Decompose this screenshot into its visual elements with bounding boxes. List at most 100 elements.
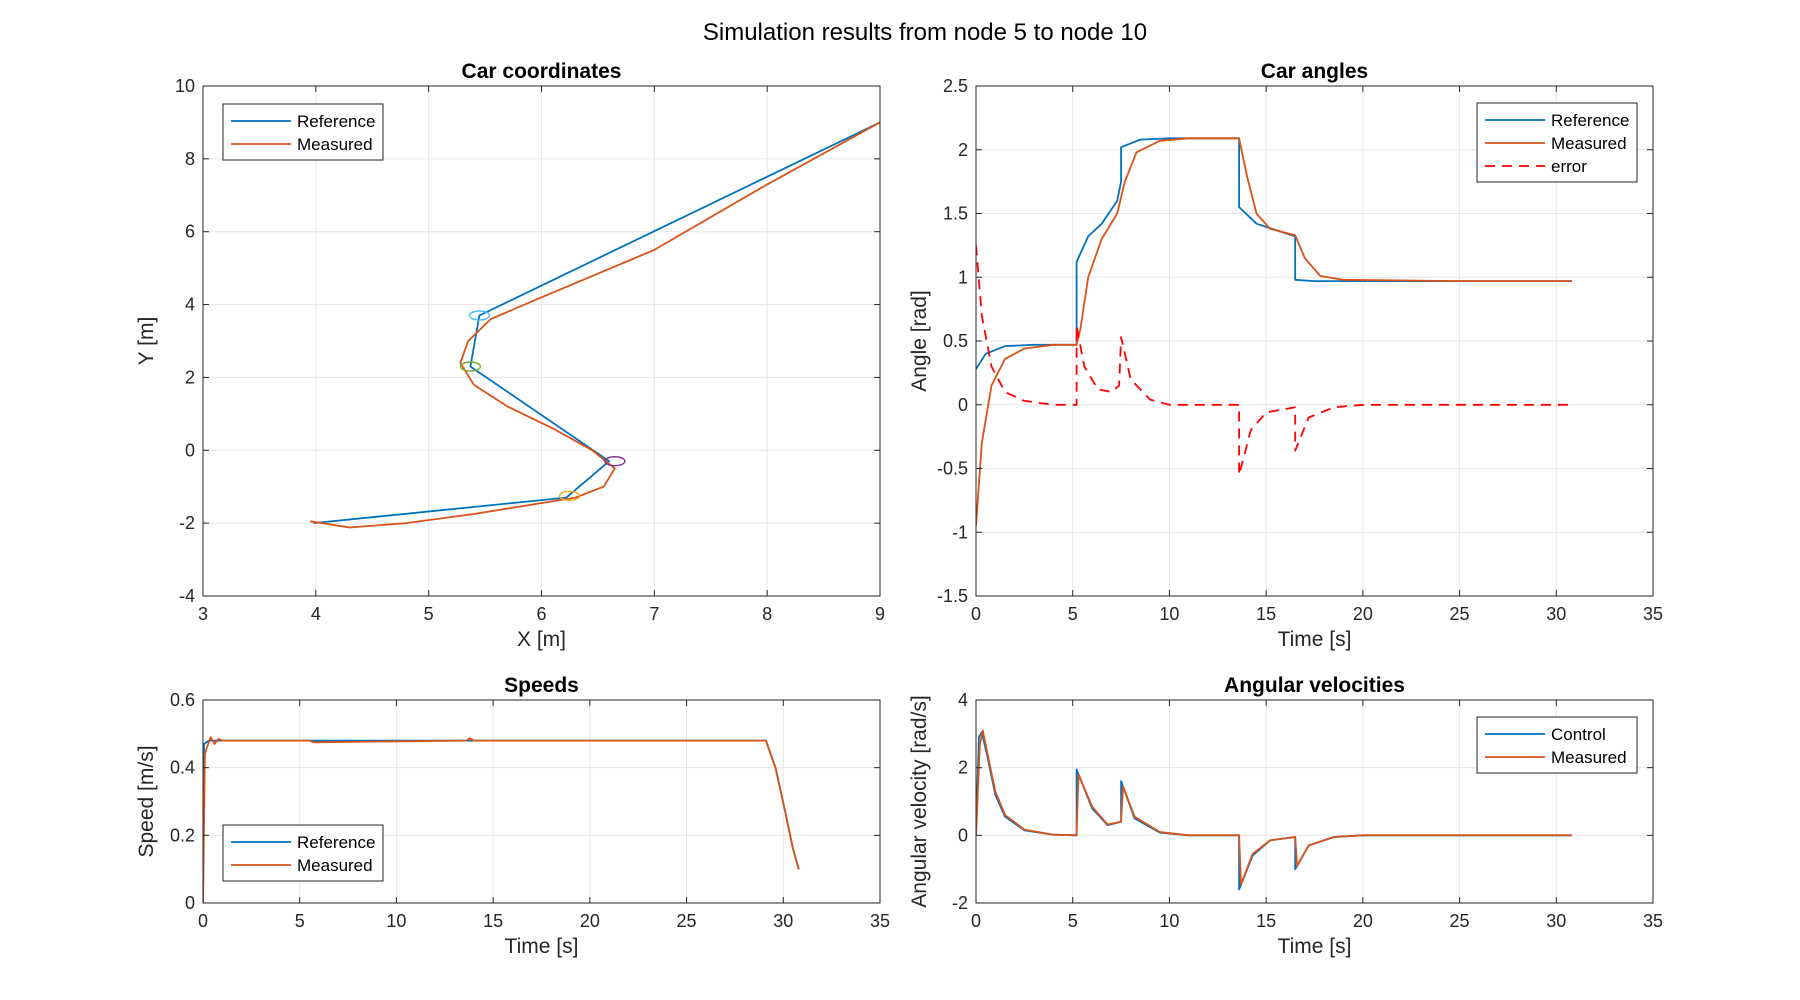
x-tick-label: 35 — [1643, 604, 1663, 624]
x-tick-label: 25 — [677, 911, 697, 931]
y-axis-label: Angle [rad] — [908, 290, 931, 392]
x-tick-label: 35 — [1643, 911, 1663, 931]
legend-label: Measured — [297, 856, 373, 875]
legend: Control Measured — [1476, 716, 1638, 774]
plot-title: Angular velocities — [1224, 674, 1405, 697]
x-tick-label: 30 — [1546, 604, 1566, 624]
legend-box — [222, 103, 384, 161]
x-tick-label: 9 — [875, 604, 885, 624]
x-tick-label: 30 — [1546, 911, 1566, 931]
x-tick-label: 5 — [295, 911, 305, 931]
legend-label: Reference — [1551, 111, 1629, 130]
x-tick-label: 4 — [311, 604, 321, 624]
speeds-plot: 0 5 10 15 20 25 30 35 0 0.2 0.4 0.6 Speeds Time [s] Sp… — [135, 674, 890, 958]
node-marker — [459, 361, 482, 372]
y-tick-label: 2 — [958, 140, 968, 160]
series-line-measured — [976, 137, 1572, 526]
figure-title: Simulation results from node 5 to node 1… — [703, 19, 1147, 46]
y-tick-label: 2 — [958, 758, 968, 778]
y-tick-label: 4 — [185, 295, 195, 315]
y-tick-label: 2.5 — [943, 76, 968, 96]
series-line-measured — [310, 121, 880, 529]
y-tick-label: 1 — [958, 267, 968, 287]
y-tick-label: 2 — [185, 367, 195, 387]
series-line-error — [976, 245, 1572, 476]
legend: Reference Measured — [222, 103, 384, 161]
legend-label: Reference — [297, 112, 375, 131]
legend-label: Control — [1551, 725, 1606, 744]
y-tick-label: 0 — [185, 893, 195, 913]
node-marker — [468, 310, 491, 321]
x-tick-label: 0 — [971, 911, 981, 931]
y-axis-label: Y [m] — [135, 317, 158, 366]
axes-box — [975, 699, 1654, 904]
x-tick-label: 0 — [971, 604, 981, 624]
x-tick-label: 20 — [1353, 604, 1373, 624]
x-tick-label: 7 — [649, 604, 659, 624]
x-axis-label: Time [s] — [505, 935, 579, 958]
y-tick-label: 0.6 — [170, 690, 195, 710]
y-tick-label: -2 — [952, 893, 968, 913]
x-tick-label: 15 — [1256, 911, 1276, 931]
car-angles-plot: 0 5 10 15 20 25 30 35 -1.5 -1 -0.5 0 0.5 1 1.5 2 2.5 Car … — [908, 60, 1663, 651]
y-tick-label: 6 — [185, 222, 195, 242]
x-tick-label: 25 — [1450, 604, 1470, 624]
series-line-reference — [313, 121, 880, 524]
legend-label: Measured — [1551, 134, 1627, 153]
legend-label: Measured — [297, 135, 373, 154]
plot-title: Speeds — [504, 674, 579, 697]
x-tick-label: 5 — [1068, 604, 1078, 624]
node-marker — [604, 456, 626, 467]
y-tick-label: -2 — [179, 513, 195, 533]
node-marker — [559, 490, 581, 502]
y-tick-label: 0 — [958, 395, 968, 415]
x-tick-label: 10 — [386, 911, 406, 931]
x-tick-label: 15 — [1256, 604, 1276, 624]
y-tick-label: -4 — [179, 586, 195, 606]
x-tick-label: 5 — [1068, 911, 1078, 931]
y-axis-label: Speed [m/s] — [135, 745, 158, 857]
x-tick-label: 0 — [198, 911, 208, 931]
x-axis-label: Time [s] — [1278, 935, 1352, 958]
plot-title: Car angles — [1261, 60, 1368, 83]
x-tick-label: 6 — [536, 604, 546, 624]
x-tick-label: 15 — [483, 911, 503, 931]
legend-box — [222, 824, 384, 882]
legend: Reference Measured error — [1476, 102, 1638, 183]
y-tick-label: 0.2 — [170, 825, 195, 845]
x-tick-label: 20 — [1353, 911, 1373, 931]
x-tick-label: 25 — [1450, 911, 1470, 931]
y-tick-label: 0 — [958, 825, 968, 845]
legend-label: Measured — [1551, 748, 1627, 767]
legend-label: error — [1551, 157, 1587, 176]
y-tick-label: 0.5 — [943, 331, 968, 351]
x-tick-label: 35 — [870, 911, 890, 931]
y-axis-label: Angular velocity [rad/s] — [908, 695, 931, 907]
x-tick-label: 10 — [1159, 604, 1179, 624]
y-tick-label: 0.4 — [170, 758, 195, 778]
car-coordinates-plot: 3 4 5 6 7 8 9 -4 -2 0 2 4 6 8 10 Car coordinates X [m] Y … — [135, 60, 885, 651]
x-tick-label: 20 — [580, 911, 600, 931]
x-tick-label: 8 — [762, 604, 772, 624]
series-line-measured — [203, 736, 800, 903]
y-tick-label: -1.5 — [937, 586, 968, 606]
x-tick-label: 30 — [773, 911, 793, 931]
y-tick-label: 0 — [185, 440, 195, 460]
x-tick-label: 10 — [1159, 911, 1179, 931]
x-axis-label: X [m] — [517, 628, 566, 651]
y-tick-label: -1 — [952, 522, 968, 542]
y-tick-label: 10 — [175, 76, 195, 96]
series-line-measured — [976, 729, 1572, 886]
plot-title: Car coordinates — [462, 60, 622, 83]
x-tick-label: 5 — [424, 604, 434, 624]
legend-label: Reference — [297, 833, 375, 852]
axes-box — [202, 699, 881, 904]
legend: Reference Measured — [222, 824, 384, 882]
x-tick-label: 3 — [198, 604, 208, 624]
y-tick-label: 8 — [185, 149, 195, 169]
y-tick-label: -0.5 — [937, 459, 968, 479]
x-axis-label: Time [s] — [1278, 628, 1352, 651]
y-tick-label: 4 — [958, 690, 968, 710]
